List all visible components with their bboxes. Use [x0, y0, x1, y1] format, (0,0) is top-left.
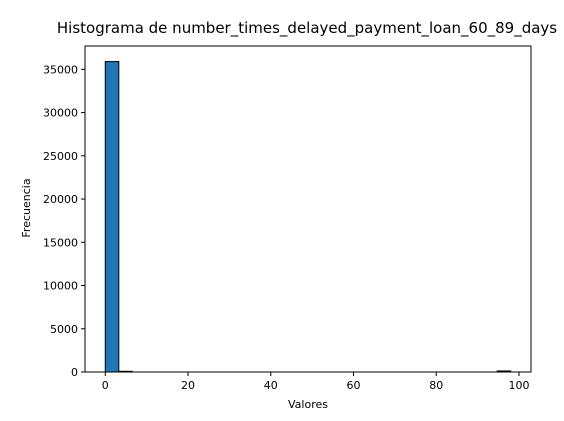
chart-title: Histograma de number_times_delayed_payme…: [57, 19, 557, 38]
x-axis-label: Valores: [288, 398, 328, 411]
y-tick-label-35000: 35000: [43, 63, 78, 76]
y-tick-label-30000: 30000: [43, 107, 78, 120]
y-tick-label-15000: 15000: [43, 236, 78, 249]
x-tick-label-80: 80: [429, 379, 443, 392]
x-tick-label-0: 0: [102, 379, 109, 392]
plot-frame: [84, 45, 532, 373]
x-tick-label-40: 40: [264, 379, 278, 392]
x-tick-label-60: 60: [347, 379, 361, 392]
y-tick-label-0: 0: [71, 366, 78, 379]
x-tick-label-100: 100: [509, 379, 530, 392]
y-tick-label-25000: 25000: [43, 150, 78, 163]
histogram-bar-0: [104, 61, 120, 373]
y-tick-label-5000: 5000: [50, 323, 78, 336]
plot-area: 0 20 40 60 80 100 0 5000 10000 15000 20000 25000 300…: [43, 45, 532, 392]
x-tick-label-20: 20: [181, 379, 195, 392]
y-axis-label: Frecuencia: [20, 178, 33, 237]
y-tick-label-10000: 10000: [43, 280, 78, 293]
y-tick-label-20000: 20000: [43, 193, 78, 206]
